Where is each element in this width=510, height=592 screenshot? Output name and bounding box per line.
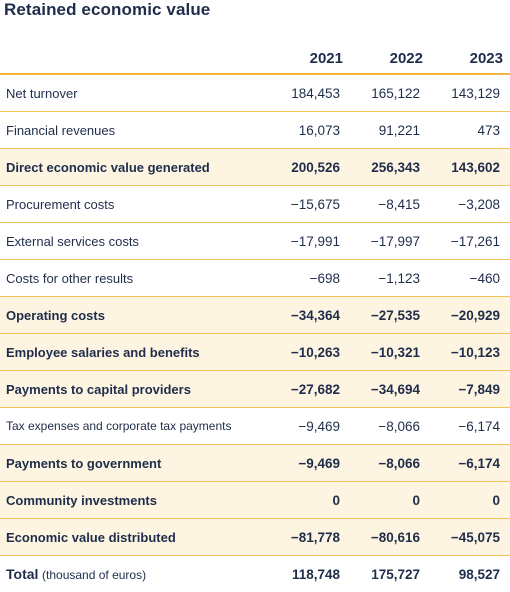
value-2021: −15,675 (270, 186, 350, 223)
value-2022: 0 (350, 482, 430, 519)
value-2022: −1,123 (350, 260, 430, 297)
value-2023: −6,174 (430, 445, 510, 482)
row-label: Costs for other results (0, 260, 270, 297)
table-row: Financial revenues 16,073 91,221 473 (0, 112, 510, 149)
value-2021: −81,778 (270, 519, 350, 556)
value-2022: 165,122 (350, 74, 430, 112)
value-2023: −6,174 (430, 408, 510, 445)
value-2021: 16,073 (270, 112, 350, 149)
value-2023: 143,129 (430, 74, 510, 112)
value-2021: −27,682 (270, 371, 350, 408)
value-2022: 256,343 (350, 149, 430, 186)
value-2021: 184,453 (270, 74, 350, 112)
value-2022: −10,321 (350, 334, 430, 371)
value-2023: 143,602 (430, 149, 510, 186)
row-label: Operating costs (0, 297, 270, 334)
value-2023: −7,849 (430, 371, 510, 408)
header-label-cell (0, 43, 270, 74)
value-2023: −10,123 (430, 334, 510, 371)
table-row: External services costs −17,991 −17,997 … (0, 223, 510, 260)
row-label: Community investments (0, 482, 270, 519)
value-2022: −80,616 (350, 519, 430, 556)
value-2023: 473 (430, 112, 510, 149)
row-label: Financial revenues (0, 112, 270, 149)
table-row: Payments to capital providers −27,682 −3… (0, 371, 510, 408)
row-label: External services costs (0, 223, 270, 260)
table-header: 2021 2022 2023 (0, 43, 510, 74)
table-row: Costs for other results −698 −1,123 −460 (0, 260, 510, 297)
header-year-2023: 2023 (430, 43, 510, 74)
table-row: Community investments 0 0 0 (0, 482, 510, 519)
value-2022: −34,694 (350, 371, 430, 408)
total-unit: (thousand of euros) (42, 568, 146, 582)
header-year-2022: 2022 (350, 43, 430, 74)
value-2023: 0 (430, 482, 510, 519)
row-label: Net turnover (0, 74, 270, 112)
row-label: Economic value distributed (0, 519, 270, 556)
value-2023: −460 (430, 260, 510, 297)
table-body: Net turnover 184,453 165,122 143,129 Fin… (0, 74, 510, 592)
table-row: Procurement costs −15,675 −8,415 −3,208 (0, 186, 510, 223)
value-2021: −698 (270, 260, 350, 297)
row-label: Procurement costs (0, 186, 270, 223)
economic-value-table: 2021 2022 2023 Net turnover 184,453 165,… (0, 43, 510, 592)
value-2023: −3,208 (430, 186, 510, 223)
value-2022: −8,066 (350, 445, 430, 482)
value-2023: −17,261 (430, 223, 510, 260)
total-label: Total (6, 566, 38, 582)
value-2022: 91,221 (350, 112, 430, 149)
value-2021: −10,263 (270, 334, 350, 371)
row-label: Tax expenses and corporate tax payments (0, 408, 270, 445)
value-2021: −34,364 (270, 297, 350, 334)
header-row: 2021 2022 2023 (0, 43, 510, 74)
table-row: Payments to government −9,469 −8,066 −6,… (0, 445, 510, 482)
table-title: Retained economic value (4, 0, 210, 20)
row-label: Payments to capital providers (0, 371, 270, 408)
value-2021: 0 (270, 482, 350, 519)
value-2022: −27,535 (350, 297, 430, 334)
value-2023: −20,929 (430, 297, 510, 334)
value-2021: 200,526 (270, 149, 350, 186)
value-2021: −17,991 (270, 223, 350, 260)
table-row: Economic value distributed −81,778 −80,6… (0, 519, 510, 556)
row-label: Employee salaries and benefits (0, 334, 270, 371)
table-row: Direct economic value generated 200,526 … (0, 149, 510, 186)
table-row: Net turnover 184,453 165,122 143,129 (0, 74, 510, 112)
value-2022: −8,415 (350, 186, 430, 223)
value-2023: −45,075 (430, 519, 510, 556)
value-2021: −9,469 (270, 445, 350, 482)
row-label: Direct economic value generated (0, 149, 270, 186)
value-2021: −9,469 (270, 408, 350, 445)
header-year-2021: 2021 (270, 43, 350, 74)
table-row: Employee salaries and benefits −10,263 −… (0, 334, 510, 371)
value-2022: −17,997 (350, 223, 430, 260)
row-label: Payments to government (0, 445, 270, 482)
table-row: Operating costs −34,364 −27,535 −20,929 (0, 297, 510, 334)
value-2022: −8,066 (350, 408, 430, 445)
table-row: Tax expenses and corporate tax payments … (0, 408, 510, 445)
